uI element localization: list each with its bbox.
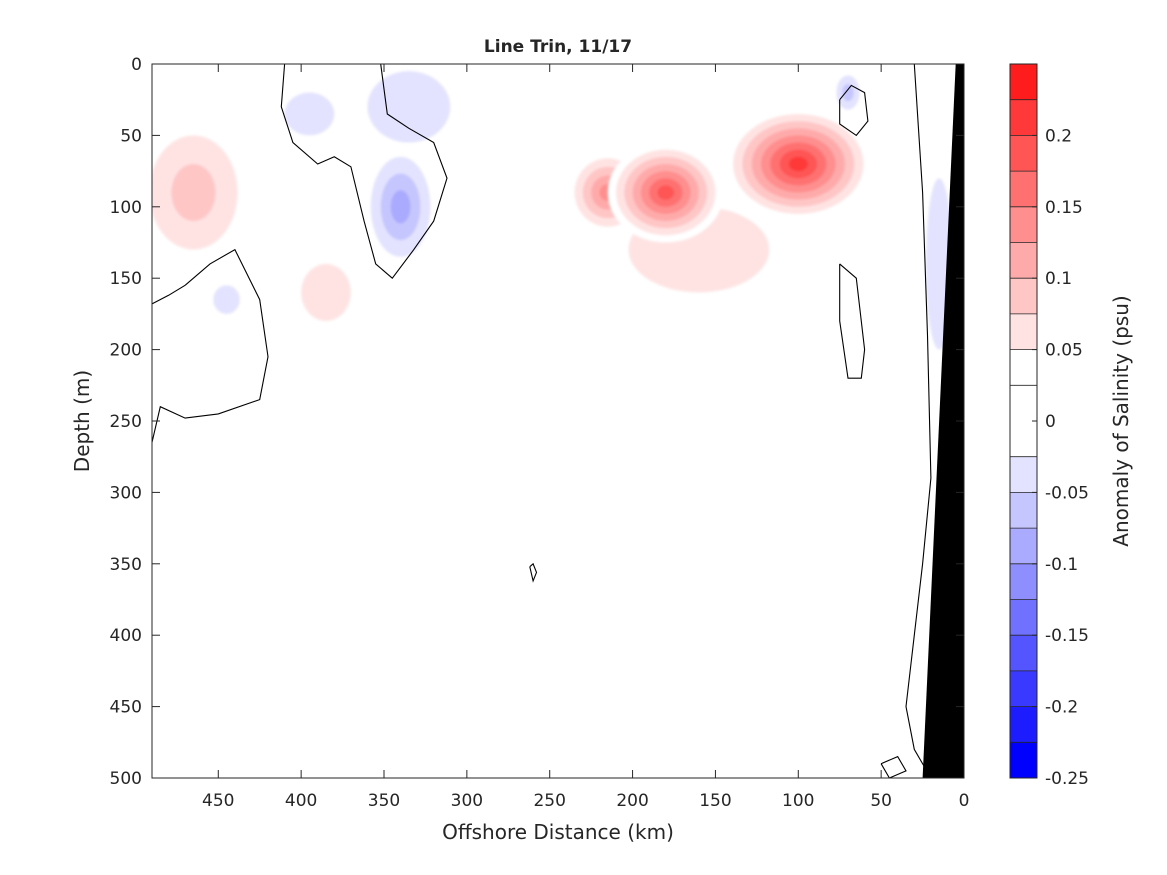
contour-band bbox=[196, 670, 257, 771]
x-tick-label: 0 bbox=[959, 791, 970, 811]
colorbar-tick-label: -0.05 bbox=[1045, 483, 1089, 503]
contour-band bbox=[171, 163, 216, 222]
anomaly-feature-positive bbox=[607, 142, 724, 243]
y-tick-label: 0 bbox=[131, 55, 142, 75]
y-tick-label: 450 bbox=[110, 698, 142, 718]
y-tick-label: 300 bbox=[110, 483, 142, 503]
coastline-bathymetry bbox=[922, 64, 964, 778]
zero-contour-line bbox=[529, 562, 538, 583]
anomaly-feature-negative bbox=[370, 156, 431, 257]
plot-area bbox=[152, 64, 964, 778]
y-tick-label: 50 bbox=[120, 126, 142, 146]
contour-band bbox=[788, 156, 808, 172]
colorbar: 0.2 0.15 0.1 0.05 0 -0.05 -0.1 -0.15 -0.2 -0.25 bbox=[1009, 63, 1089, 789]
colorbar-swatch bbox=[1010, 99, 1037, 136]
y-tick-label: 500 bbox=[110, 769, 142, 789]
anomaly-feature-positive bbox=[276, 235, 376, 350]
contour-fill-layer bbox=[152, 64, 953, 771]
y-tick-label: 200 bbox=[110, 341, 142, 361]
colorbar-swatch bbox=[1010, 599, 1037, 636]
colorbar-swatch bbox=[1010, 278, 1037, 314]
colorbar-swatch bbox=[1010, 742, 1037, 778]
colorbar-swatch bbox=[1010, 135, 1037, 172]
colorbar-tick-label: 0 bbox=[1045, 412, 1056, 432]
colorbar-tick-label: 0.15 bbox=[1045, 198, 1083, 218]
anomaly-feature-positive bbox=[152, 106, 260, 279]
contour-band bbox=[367, 71, 451, 143]
chart-title: Line Trin, 11/17 bbox=[484, 37, 632, 57]
y-tick-label: 150 bbox=[110, 269, 142, 289]
y-axis-label: Depth (m) bbox=[70, 370, 94, 472]
anomaly-feature-positive bbox=[690, 349, 774, 579]
y-tick-label: 250 bbox=[110, 412, 142, 432]
contour-band bbox=[213, 285, 240, 314]
colorbar-tick-label: 0.2 bbox=[1045, 126, 1072, 146]
colorbar-tick-label: -0.2 bbox=[1045, 698, 1078, 718]
colorbar-swatch bbox=[1010, 64, 1037, 100]
colorbar-swatch bbox=[1010, 563, 1037, 600]
zero-contour-line bbox=[905, 64, 932, 778]
anomaly-feature-positive bbox=[196, 670, 257, 771]
y-tick-label: 350 bbox=[110, 555, 142, 575]
anomaly-feature-negative bbox=[367, 71, 451, 143]
contour-band bbox=[690, 349, 774, 579]
x-tick-label: 100 bbox=[782, 791, 814, 811]
contour-band bbox=[842, 83, 854, 102]
colorbar-label: Anomaly of Salinity (psu) bbox=[1109, 295, 1133, 546]
zero-contour-layer bbox=[152, 64, 932, 778]
y-tick-label: 400 bbox=[110, 626, 142, 646]
x-tick-label: 250 bbox=[533, 791, 565, 811]
colorbar-swatch bbox=[1010, 456, 1037, 493]
anomaly-feature-negative bbox=[213, 285, 240, 314]
x-tick-label: 200 bbox=[616, 791, 648, 811]
x-tick-label: 450 bbox=[202, 791, 234, 811]
contour-band bbox=[390, 190, 411, 224]
colorbar-swatch bbox=[1010, 528, 1037, 564]
colorbar-swatch bbox=[1010, 492, 1037, 529]
colorbar-swatch bbox=[1010, 171, 1037, 207]
colorbar-swatch bbox=[1010, 242, 1037, 279]
colorbar-swatch bbox=[1010, 706, 1037, 743]
colorbar-swatch bbox=[1010, 206, 1037, 243]
contour-band bbox=[292, 235, 360, 750]
anomaly-feature-positive bbox=[723, 106, 873, 222]
x-axis-label: Offshore Distance (km) bbox=[442, 820, 674, 844]
anomaly-feature-negative bbox=[284, 92, 335, 136]
x-axis: 450 400 350 300 250 200 150 100 50 0 bbox=[202, 64, 969, 811]
zero-contour-line bbox=[152, 284, 186, 305]
x-tick-label: 300 bbox=[451, 791, 483, 811]
zero-contour-line bbox=[280, 64, 448, 280]
y-tick-label: 100 bbox=[110, 198, 142, 218]
contour-band bbox=[657, 185, 674, 200]
zero-contour-line bbox=[152, 248, 269, 443]
colorbar-tick-label: -0.15 bbox=[1045, 626, 1089, 646]
colorbar-tick-label: 0.05 bbox=[1045, 341, 1083, 361]
y-axis: 0 50 100 150 200 250 300 350 400 450 500 bbox=[110, 55, 964, 789]
colorbar-tick-label: -0.1 bbox=[1045, 555, 1078, 575]
x-tick-label: 350 bbox=[368, 791, 400, 811]
x-tick-label: 400 bbox=[285, 791, 317, 811]
zero-contour-line bbox=[839, 263, 866, 379]
contour-band bbox=[301, 263, 351, 322]
colorbar-swatch bbox=[1010, 313, 1037, 350]
anomaly-feature-positive bbox=[292, 235, 360, 750]
colorbar-swatch bbox=[1010, 349, 1037, 386]
colorbar-tick-label: -0.25 bbox=[1045, 769, 1089, 789]
zero-contour-line bbox=[839, 84, 869, 137]
contour-band bbox=[284, 92, 335, 136]
x-tick-label: 150 bbox=[699, 791, 731, 811]
anomaly-feature-negative bbox=[836, 75, 860, 110]
colorbar-tick-label: 0.1 bbox=[1045, 269, 1072, 289]
colorbar-swatch bbox=[1010, 635, 1037, 671]
zero-contour-line bbox=[880, 755, 907, 778]
colorbar-swatch bbox=[1010, 670, 1037, 707]
x-tick-label: 50 bbox=[870, 791, 892, 811]
